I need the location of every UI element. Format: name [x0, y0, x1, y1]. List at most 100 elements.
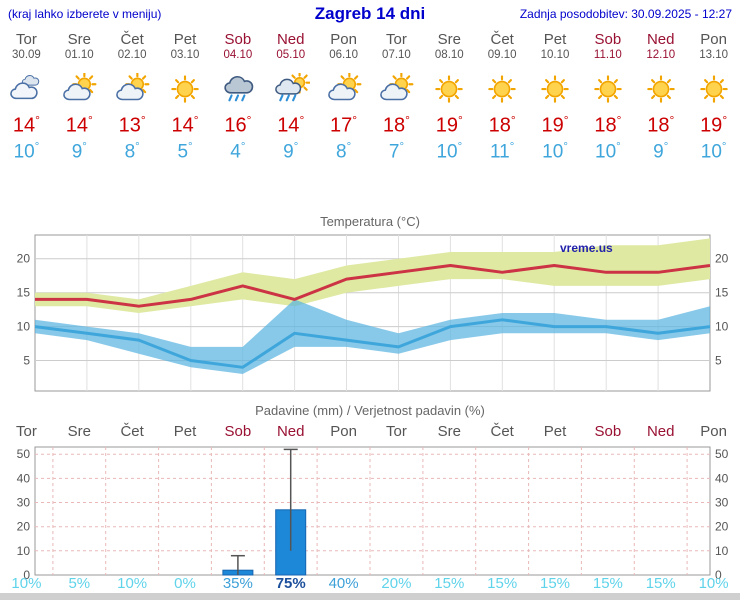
temp-min: 9° — [71, 140, 87, 162]
precip-day-labels: Tor Sre Čet Pet Sob Ned Pon Tor Sre Čet Pet Sob Ned P… — [0, 423, 740, 440]
precip-probability: 15% — [434, 575, 465, 592]
temp-max: 18° — [594, 113, 622, 137]
svg-text:0: 0 — [715, 568, 722, 582]
precip-day-label: Ned — [646, 423, 675, 440]
precip-day-label: Ned — [276, 423, 305, 440]
temp-max: 18° — [382, 113, 410, 137]
degree-sign: ° — [35, 113, 40, 127]
watermark: vreme.us — [560, 241, 613, 255]
day-column: Ned 12.10 18° 9° — [634, 31, 687, 163]
rain-icon — [211, 73, 264, 105]
degree-sign: ° — [457, 140, 463, 153]
precip-probability: 40% — [328, 575, 359, 592]
day-column: Čet 09.10 18° 11° — [476, 31, 529, 163]
day-name: Sob — [594, 31, 622, 48]
day-name: Tor — [386, 31, 407, 48]
degree-sign: ° — [246, 113, 252, 127]
precip-day-label: Pon — [700, 423, 727, 440]
temp-min: 7° — [388, 140, 405, 162]
day-name: Ned — [276, 31, 305, 48]
partly-cloudy-icon — [106, 72, 159, 105]
svg-text:50: 50 — [715, 447, 729, 461]
precip-day-label: Pet — [543, 423, 567, 440]
temp-min: 10° — [436, 140, 463, 162]
temp-min: 10° — [542, 140, 568, 162]
degree-sign: ° — [34, 140, 40, 153]
precip-day-label: Čet — [120, 423, 144, 440]
precip-probability: 15% — [592, 575, 623, 592]
svg-text:30: 30 — [17, 496, 31, 510]
partly-cloudy-icon — [317, 72, 370, 105]
day-name: Pet — [543, 31, 567, 48]
day-date: 12.10 — [646, 49, 676, 61]
degree-sign: ° — [82, 140, 87, 153]
degree-sign: ° — [193, 113, 199, 127]
precipitation-chart: 0 0 10 10 20 20 30 30 40 40 50 50 — [0, 443, 740, 588]
degree-sign: ° — [616, 140, 621, 153]
degree-sign: ° — [663, 140, 669, 153]
precip-probability: 10% — [11, 575, 42, 592]
precip-day-label: Čet — [490, 423, 514, 440]
cloudy-icon — [0, 73, 53, 105]
temp-min: 10° — [700, 140, 727, 162]
day-date: 04.10 — [223, 49, 253, 61]
degree-sign: ° — [399, 140, 405, 153]
precip-day-label: Tor — [386, 423, 407, 440]
temp-max: 19° — [541, 113, 569, 137]
temp-min: 9° — [283, 140, 299, 162]
degree-sign: ° — [299, 113, 305, 127]
temp-max: 18° — [488, 113, 516, 137]
temp-min: 8° — [124, 140, 140, 162]
svg-text:15: 15 — [715, 286, 729, 300]
svg-text:10: 10 — [17, 544, 31, 558]
day-name: Pon — [700, 31, 727, 48]
degree-sign: ° — [88, 113, 93, 127]
sunny-icon — [634, 73, 687, 105]
svg-text:5: 5 — [715, 354, 722, 368]
precip-day-label: Pet — [173, 423, 197, 440]
day-date: 10.10 — [540, 49, 570, 61]
svg-text:20: 20 — [17, 252, 31, 266]
page-title: Zagreb 14 dni — [314, 4, 426, 23]
sunny-icon — [687, 73, 740, 105]
precip-probability: 75% — [275, 575, 306, 592]
degree-sign: ° — [188, 140, 193, 153]
svg-text:30: 30 — [715, 496, 729, 510]
day-column: Tor 07.10 18° 7° — [370, 31, 423, 163]
day-name: Pon — [330, 31, 357, 48]
svg-text:20: 20 — [715, 252, 729, 266]
svg-text:20: 20 — [17, 520, 31, 534]
temp-max: 19° — [700, 113, 728, 137]
precip-probability: 20% — [381, 575, 412, 592]
sunny-icon — [529, 73, 582, 105]
degree-sign: ° — [616, 113, 622, 127]
precip-probability-row: 10% 5% 10% 0% 35% 75% 40% 20% 15% 15% 15% 15% 15% 10% — [0, 575, 740, 592]
sunny-icon — [159, 73, 212, 105]
temp-max: 14° — [277, 113, 305, 137]
precip-probability: 0% — [174, 575, 196, 592]
day-column: Sob 04.10 16° 4° — [211, 31, 264, 163]
temp-max: 14° — [12, 113, 40, 137]
svg-text:40: 40 — [715, 471, 729, 485]
temp-max: 17° — [330, 113, 358, 137]
degree-sign: ° — [721, 140, 727, 153]
temp-max: 16° — [224, 113, 252, 137]
degree-sign: ° — [240, 140, 246, 153]
day-column: Sre 08.10 19° 10° — [423, 31, 476, 163]
sunny-icon — [476, 73, 529, 105]
temp-max: 14° — [171, 113, 199, 137]
temp-min: 9° — [653, 140, 669, 162]
day-date: 30.09 — [12, 49, 41, 61]
precip-probability: 10% — [117, 575, 148, 592]
day-name: Ned — [646, 31, 675, 48]
precip-day-label: Sob — [224, 423, 252, 440]
svg-text:10: 10 — [715, 544, 729, 558]
degree-sign: ° — [140, 113, 146, 127]
day-column: Sre 01.10 14° 9° — [53, 31, 106, 163]
day-date: 03.10 — [170, 49, 200, 61]
temp-max: 19° — [435, 113, 463, 137]
degree-sign: ° — [509, 140, 515, 153]
day-column: Ned 05.10 14° 9° — [264, 31, 317, 163]
precip-probability: 5% — [68, 575, 91, 592]
